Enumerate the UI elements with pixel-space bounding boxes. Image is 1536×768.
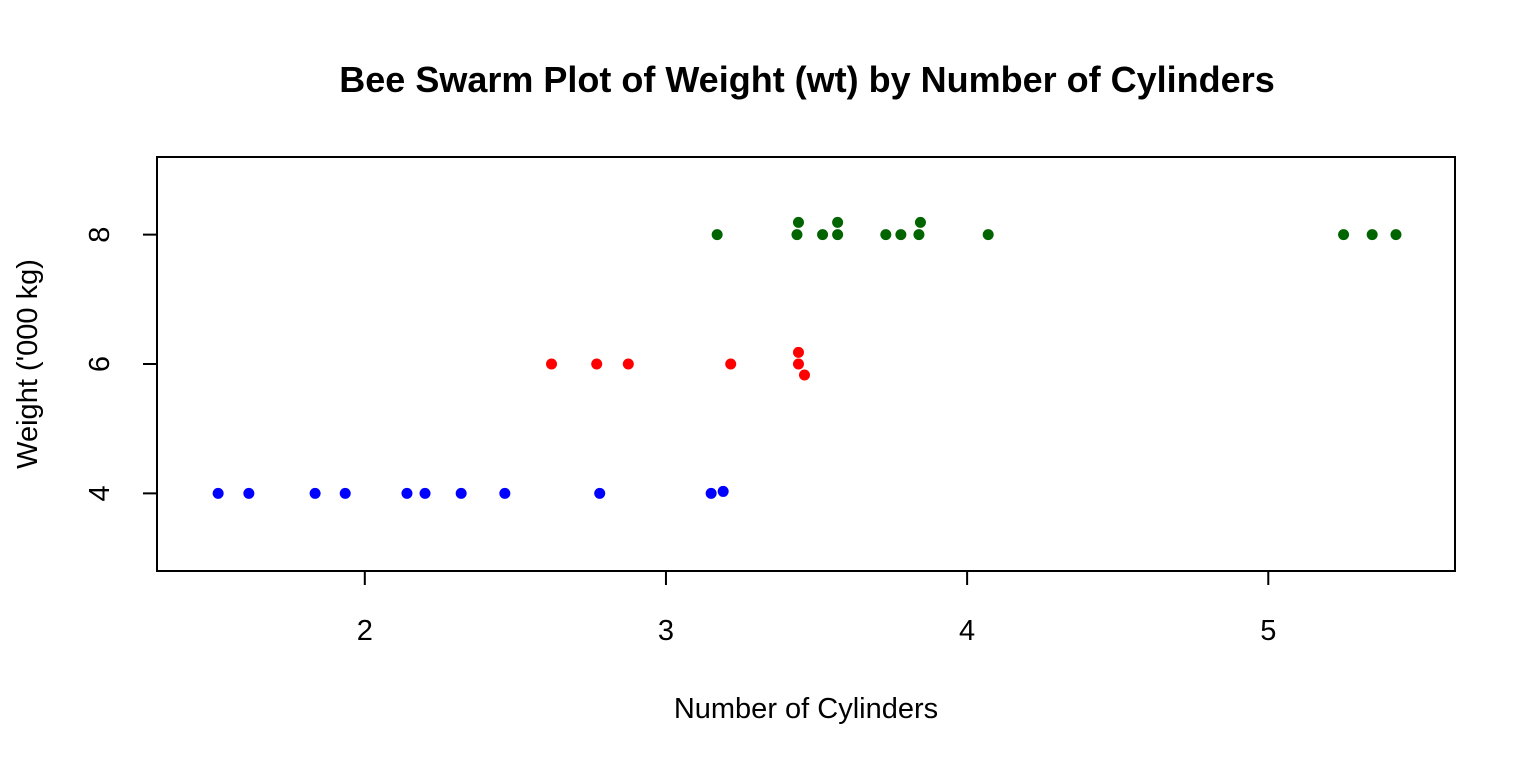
data-point <box>895 229 907 241</box>
data-point <box>622 358 634 370</box>
y-axis-label: Weight ('000 kg) <box>12 259 44 469</box>
data-point <box>455 487 467 499</box>
data-point <box>717 485 729 497</box>
x-axis-label: Number of Cylinders <box>674 693 938 725</box>
x-tick-label: 5 <box>1260 615 1276 647</box>
data-point <box>339 487 351 499</box>
y-tick-label: 8 <box>84 227 116 243</box>
data-point <box>817 229 829 241</box>
data-point <box>711 229 723 241</box>
data-point <box>401 487 413 499</box>
chart-title: Bee Swarm Plot of Weight (wt) by Number … <box>339 59 1274 100</box>
data-point <box>594 487 606 499</box>
y-tick-label: 6 <box>84 356 116 372</box>
y-tick-label: 4 <box>84 485 116 501</box>
data-point <box>309 487 321 499</box>
data-point <box>1338 229 1350 241</box>
data-point <box>591 358 603 370</box>
data-point <box>913 229 925 241</box>
data-point <box>1390 229 1402 241</box>
data-point <box>419 487 431 499</box>
data-point <box>880 229 892 241</box>
x-tick-label: 3 <box>658 615 674 647</box>
y-axis: 4 6 8 <box>84 227 158 501</box>
data-point <box>982 229 994 241</box>
data-point <box>1366 229 1378 241</box>
x-tick-label: 2 <box>357 615 373 647</box>
data-point <box>792 358 804 370</box>
x-axis: 2 3 4 5 <box>357 570 1276 647</box>
data-point <box>212 487 224 499</box>
data-point <box>792 216 804 228</box>
x-tick-label: 4 <box>959 615 975 647</box>
data-point <box>243 487 255 499</box>
data-point <box>546 358 558 370</box>
data-point <box>798 369 810 381</box>
data-point <box>705 487 717 499</box>
data-point <box>832 229 844 241</box>
data-point <box>792 346 804 358</box>
data-point <box>791 229 803 241</box>
data-point <box>832 216 844 228</box>
plot-frame <box>156 156 1456 572</box>
data-point <box>725 358 737 370</box>
data-points <box>212 216 1402 499</box>
data-point <box>499 487 511 499</box>
data-point <box>914 216 926 228</box>
